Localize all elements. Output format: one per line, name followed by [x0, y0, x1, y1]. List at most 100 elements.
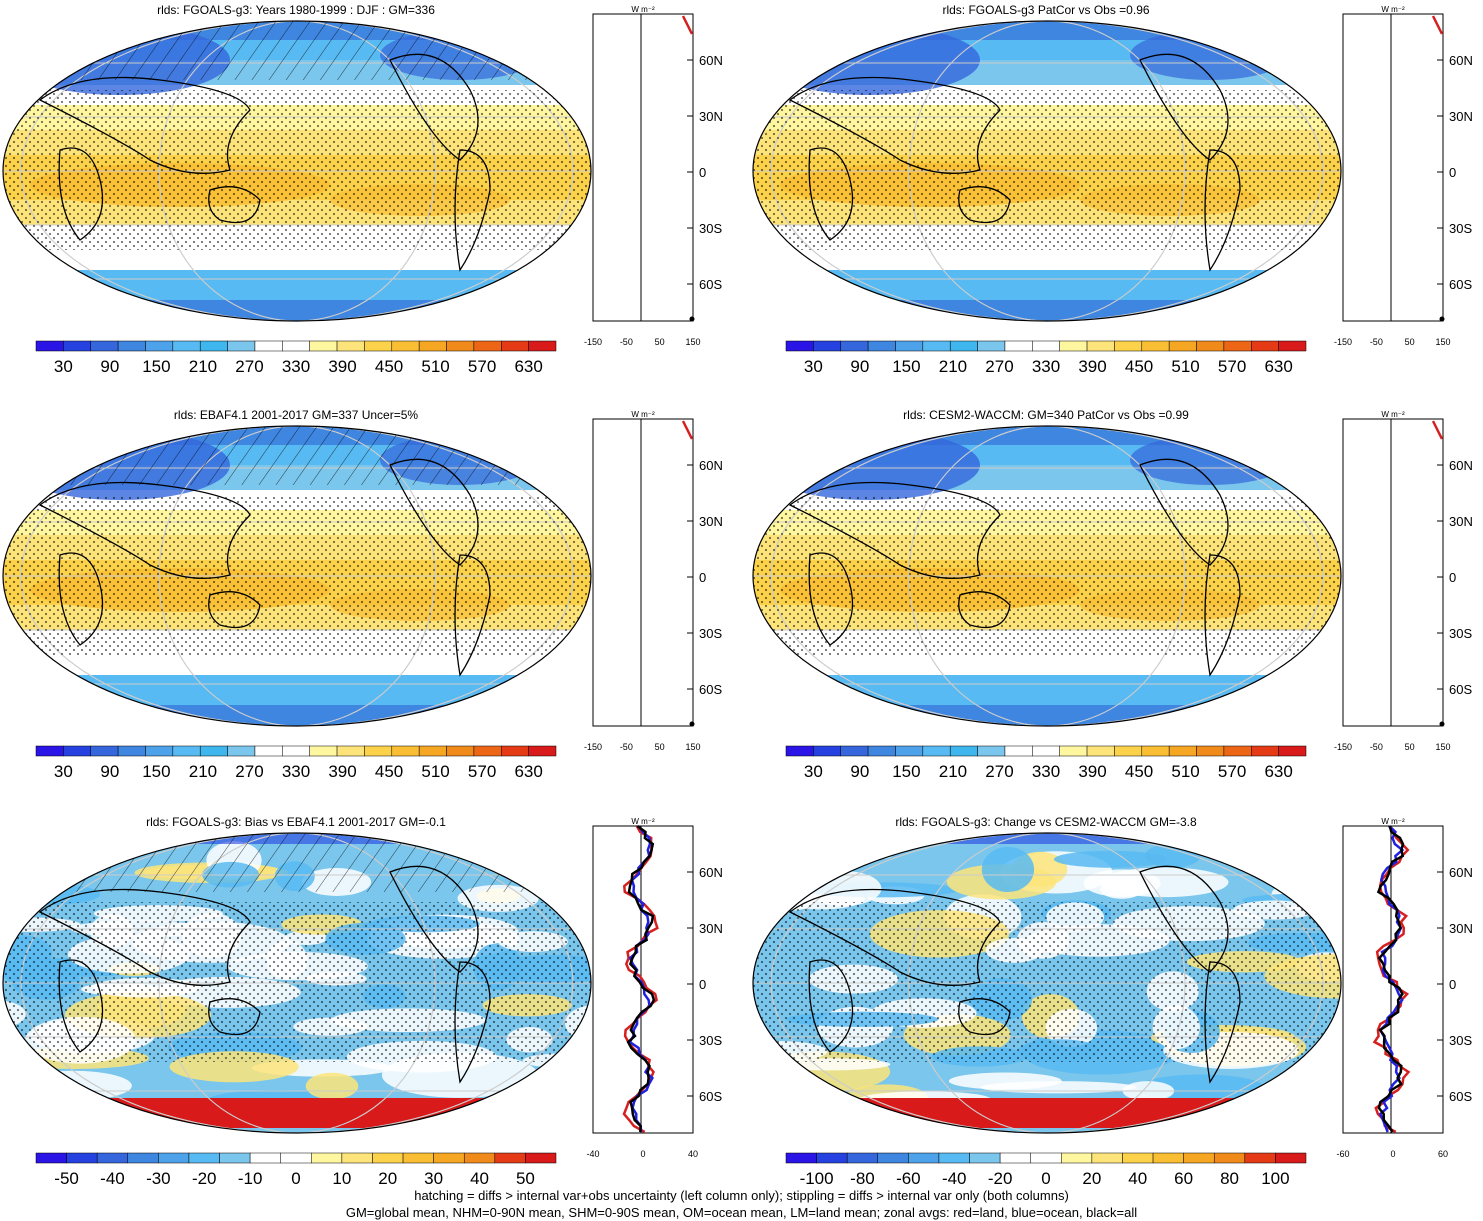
colorbar-swatch: [127, 1152, 159, 1164]
colorbar: 30 90 150 210 270 330 390 450 510 570 630: [35, 745, 557, 781]
colorbar-swatch: [1086, 745, 1115, 757]
colorbar-label: 90: [100, 357, 119, 376]
colorbar-swatch: [227, 745, 256, 757]
colorbar-swatch: [501, 340, 529, 352]
colorbar-label: -10: [238, 1169, 263, 1188]
colorbar-swatch: [1223, 340, 1252, 352]
zonal-mean-plot: W m⁻² 60N 30N 0 30S 60S -150 -50 50 150: [1334, 410, 1473, 752]
zonal-x-tick: -150: [584, 337, 602, 347]
colorbar-swatch: [227, 340, 256, 352]
zonal-x-tick: -50: [620, 337, 633, 347]
colorbar-label: 450: [375, 762, 403, 781]
colorbar-label: 30: [424, 1169, 443, 1188]
colorbar-swatch: [282, 745, 310, 757]
colorbar-swatch: [1091, 1152, 1123, 1164]
colorbar-swatch: [391, 745, 420, 757]
colorbar-swatch: [199, 340, 228, 352]
colorbar-label: 570: [468, 762, 496, 781]
colorbar: -50 -40 -30 -20 -10 0 10 20 30 40 50: [35, 1152, 557, 1188]
colorbar-swatch: [1196, 745, 1225, 757]
colorbar-swatch: [1152, 1152, 1184, 1164]
colorbar-swatch: [172, 340, 201, 352]
colorbar-label: 150: [142, 762, 170, 781]
lat-label: 0: [699, 165, 706, 180]
colorbar-swatch: [282, 340, 310, 352]
colorbar-swatch: [158, 1152, 190, 1164]
colorbar-swatch: [188, 1152, 220, 1164]
lat-label: 30S: [1449, 1033, 1472, 1048]
colorbar-label: 50: [516, 1169, 535, 1188]
colorbar-swatch: [463, 1152, 496, 1164]
colorbar-label: 390: [328, 357, 356, 376]
lat-label: 0: [699, 570, 706, 585]
zonal-unit: W m⁻²: [1381, 817, 1405, 826]
colorbar-swatch: [391, 340, 420, 352]
colorbar-label: 630: [514, 357, 542, 376]
colorbar-swatch: [1030, 1152, 1062, 1164]
colorbar-swatch: [254, 340, 283, 352]
colorbar-swatch: [336, 745, 365, 757]
colorbar-label: -40: [942, 1169, 967, 1188]
zonal-x-tick: -150: [584, 742, 602, 752]
colorbar-label: 60: [1174, 1169, 1193, 1188]
colorbar-swatch: [977, 340, 1006, 352]
map-border: [2, 20, 592, 322]
colorbar-swatch: [418, 340, 447, 352]
colorbar-label: 150: [892, 357, 920, 376]
colorbar-swatch: [1032, 340, 1060, 352]
colorbar-swatch: [172, 745, 201, 757]
colorbar-swatch: [418, 745, 447, 757]
footer-line-hatching: hatching = diffs > internal var+obs unce…: [414, 1188, 1069, 1203]
colorbar-swatch: [1251, 745, 1279, 757]
colorbar-label: 0: [1041, 1169, 1050, 1188]
colorbar-label: 450: [1125, 357, 1153, 376]
colorbar-swatch: [1244, 1152, 1276, 1164]
lat-label: 60N: [1449, 53, 1473, 68]
panel-title: rlds: EBAF4.1 2001-2017 GM=337 Uncer=5%: [174, 408, 418, 422]
colorbar-label: 20: [378, 1169, 397, 1188]
colorbar-swatch: [922, 745, 951, 757]
lat-label: 60N: [1449, 458, 1473, 473]
colorbar-swatch: [90, 745, 119, 757]
colorbar-swatch: [528, 745, 557, 757]
colorbar-label: 330: [282, 357, 310, 376]
colorbar-label: 510: [1171, 762, 1199, 781]
colorbar-swatch: [280, 1152, 312, 1164]
colorbar-label: 450: [375, 357, 403, 376]
colorbar-swatch: [341, 1152, 373, 1164]
map-border: [752, 832, 1342, 1134]
colorbar-label: 270: [985, 762, 1013, 781]
colorbar: 30 90 150 210 270 330 390 450 510 570 630: [35, 340, 557, 376]
colorbar-label: -40: [100, 1169, 125, 1188]
zonal-x-tick: -40: [586, 1149, 599, 1159]
colorbar-label: -80: [850, 1169, 875, 1188]
map-border: [2, 425, 592, 727]
colorbar-swatch: [813, 340, 841, 352]
colorbar-label: 450: [1125, 762, 1153, 781]
zonal-unit: W m⁻²: [1381, 5, 1405, 14]
colorbar-swatch: [364, 340, 393, 352]
colorbar-swatch: [90, 340, 119, 352]
colorbar-swatch: [977, 745, 1006, 757]
lat-label: 0: [1449, 977, 1456, 992]
colorbar-swatch: [1213, 1152, 1246, 1164]
colorbar-swatch: [1251, 340, 1279, 352]
colorbar-swatch: [922, 340, 951, 352]
zonal-unit: W m⁻²: [631, 817, 655, 826]
lat-label: 0: [1449, 570, 1456, 585]
colorbar-swatch: [35, 745, 64, 757]
colorbar-swatch: [254, 745, 283, 757]
zonal-unit: W m⁻²: [1381, 410, 1405, 419]
zonal-x-tick: 50: [655, 742, 665, 752]
footer-line-legend: GM=global mean, NHM=0-90N mean, SHM=0-90…: [345, 1205, 1138, 1220]
lat-label: 60S: [1449, 1089, 1472, 1104]
lat-label: 60N: [699, 53, 723, 68]
colorbar-swatch: [117, 340, 146, 352]
colorbar-swatch: [117, 745, 146, 757]
lat-label: 60S: [1449, 682, 1472, 697]
panel-6: rlds: FGOALS-g3: Change vs CESM2-WACCM G…: [752, 815, 1473, 1188]
colorbar-label: 0: [291, 1169, 300, 1188]
colorbar-swatch: [433, 1152, 465, 1164]
zonal-x-tick: 150: [685, 337, 700, 347]
colorbar-swatch: [145, 745, 174, 757]
